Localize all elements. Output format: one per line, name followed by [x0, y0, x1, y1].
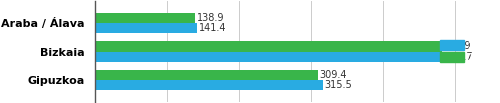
- Text: 315.5: 315.5: [324, 80, 351, 90]
- Bar: [96, 70, 318, 80]
- Bar: [96, 52, 444, 61]
- Bar: [96, 80, 322, 90]
- Legend: 2005, 2004: 2005, 2004: [440, 40, 494, 63]
- Text: 141.4: 141.4: [198, 23, 226, 33]
- Text: 484.7: 484.7: [446, 52, 473, 61]
- Text: 309.4: 309.4: [320, 70, 347, 80]
- Text: 138.9: 138.9: [197, 13, 224, 23]
- Bar: [96, 23, 197, 33]
- Text: 480.9: 480.9: [443, 42, 470, 52]
- Bar: [96, 13, 196, 23]
- Bar: [96, 42, 442, 52]
